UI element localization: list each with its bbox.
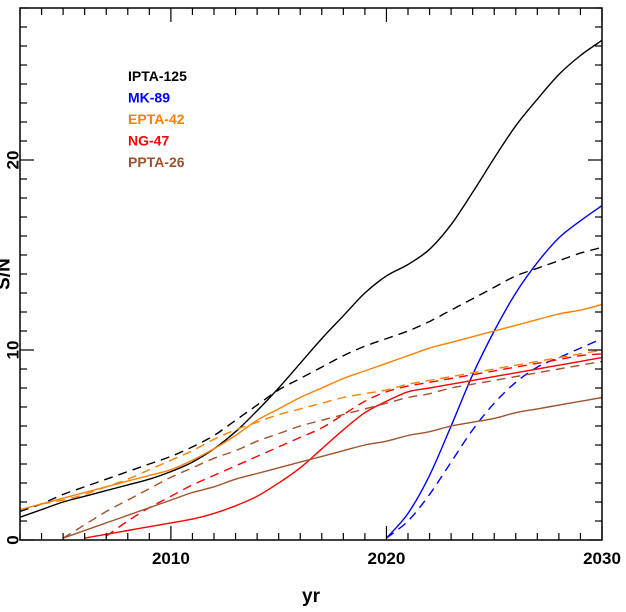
y-axis-title: S/N xyxy=(0,258,15,290)
legend-label-ppta-26: PPTA-26 xyxy=(128,154,185,170)
mk-89-line xyxy=(385,205,602,539)
x-tick-label: 2020 xyxy=(368,549,406,568)
legend-label-mk-89: MK-89 xyxy=(128,90,170,106)
epta-42-line xyxy=(20,303,602,511)
x-tick-label: 2030 xyxy=(583,549,621,568)
legend-label-ipta-125: IPTA-125 xyxy=(128,68,187,84)
x-tick-label: 2010 xyxy=(152,549,190,568)
series-7-dashed-line xyxy=(105,353,602,537)
legend-label-ng-47: NG-47 xyxy=(128,133,169,149)
y-tick-label: 10 xyxy=(4,341,23,360)
series-layer xyxy=(20,39,602,539)
legend: IPTA-125 MK-89 EPTA-42 NG-47 PPTA-26 xyxy=(128,68,187,170)
plot-frame xyxy=(19,7,603,541)
y-tick-label: 0 xyxy=(4,535,23,544)
ipta-125-line xyxy=(20,39,602,518)
series-9-dashed-line xyxy=(62,360,602,539)
series-3-dashed-line xyxy=(386,337,602,539)
series-5-dashed-line xyxy=(41,349,602,505)
ng-47-line xyxy=(84,356,602,539)
ticks-layer: 2010 2020 2030 0 10 20 xyxy=(4,7,621,568)
y-tick-label: 20 xyxy=(4,151,23,170)
ppta-26-line xyxy=(62,396,602,539)
series-1-dashed-line xyxy=(20,246,602,513)
legend-label-epta-42: EPTA-42 xyxy=(128,111,185,127)
x-axis-title: yr xyxy=(302,586,321,607)
